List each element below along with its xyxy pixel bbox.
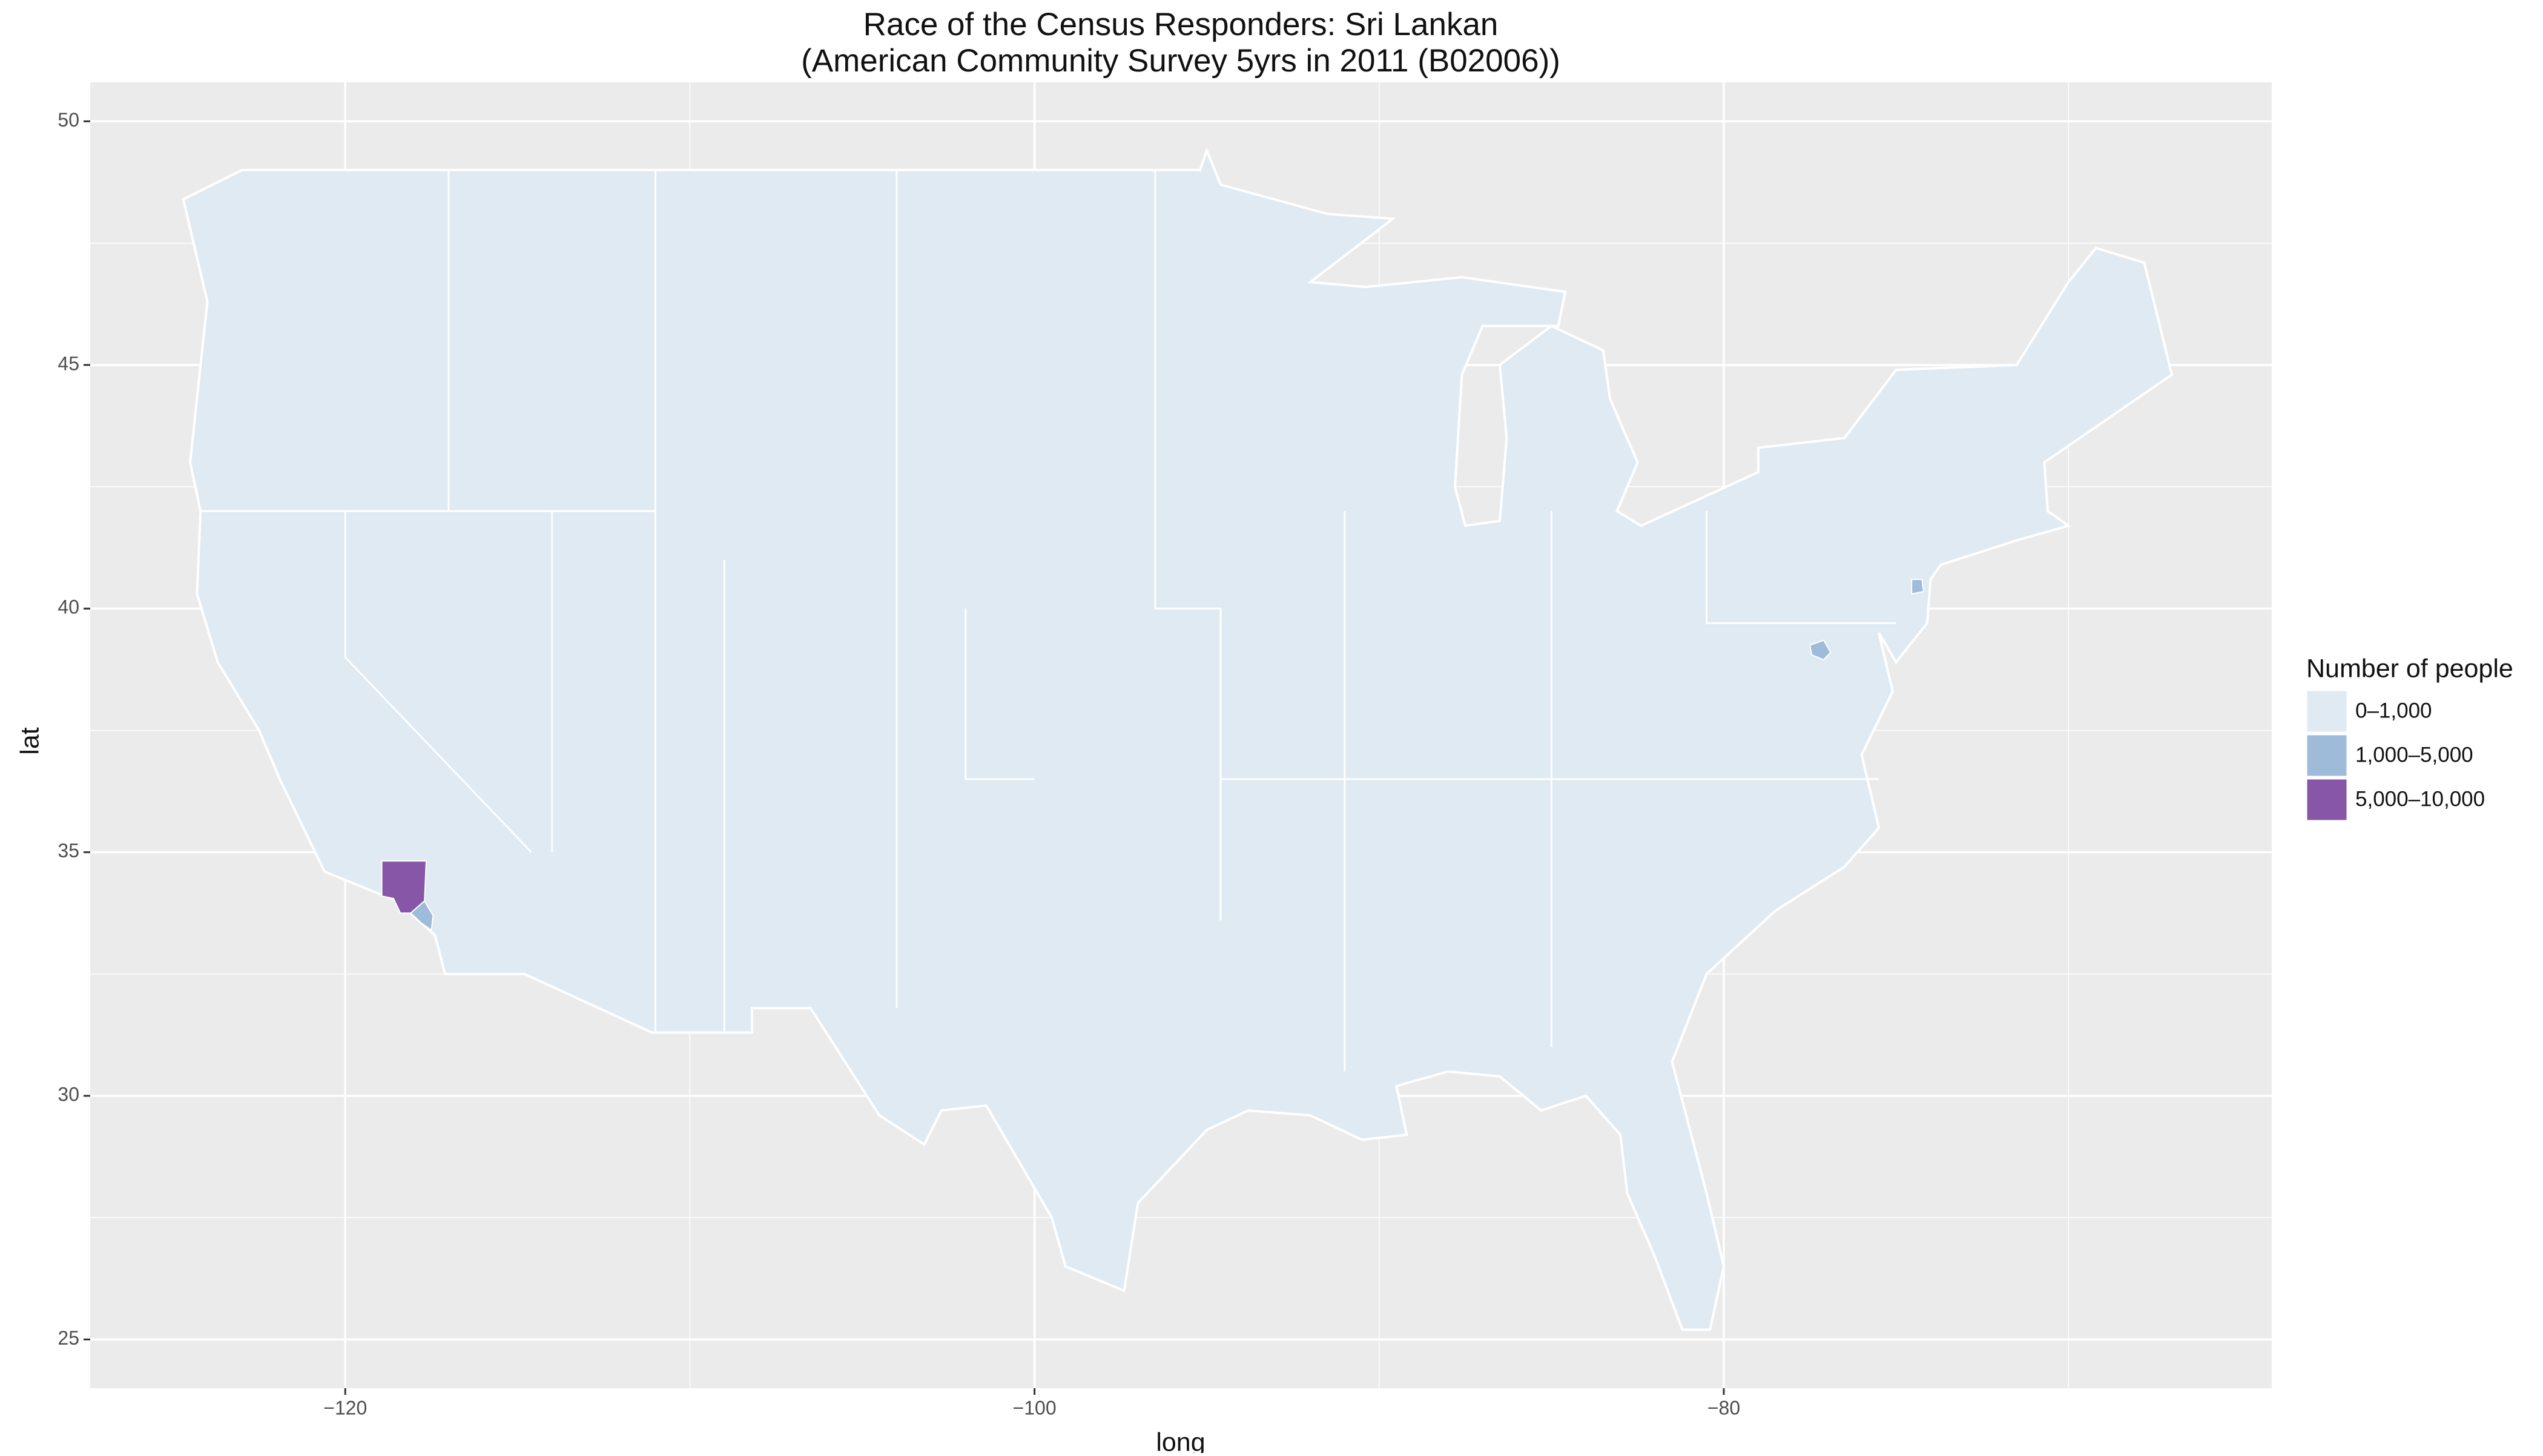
state-border [1706, 511, 1896, 624]
legend-swatch [2305, 689, 2349, 734]
legend-label: 5,000–10,000 [2355, 787, 2485, 811]
county-region [1809, 639, 1832, 660]
x-tick-label: −100 [1013, 1397, 1057, 1418]
legend-label: 1,000–5,000 [2355, 743, 2473, 766]
legend-swatch [2305, 777, 2349, 822]
country-shape [182, 147, 2174, 1331]
county-region [1911, 578, 1925, 595]
x-axis-title: long [1156, 1428, 1205, 1453]
state-border [965, 608, 1035, 780]
county-region [381, 860, 427, 914]
chart-subtitle: (American Community Survey 5yrs in 2011 … [801, 43, 1560, 79]
state-border [344, 511, 532, 853]
y-axis-title: lat [15, 727, 44, 754]
y-tick-label: 50 [58, 109, 79, 131]
legend-label: 0–1,000 [2355, 699, 2432, 722]
y-tick-label: 40 [58, 596, 79, 618]
state-border [1154, 170, 1222, 921]
legend-swatch [2305, 733, 2349, 778]
y-tick-label: 45 [58, 352, 79, 374]
y-tick-label: 35 [58, 840, 79, 861]
y-tick-label: 30 [58, 1084, 79, 1105]
chart-title: Race of the Census Responders: Sri Lanka… [863, 7, 1499, 42]
y-tick-label: 25 [58, 1327, 79, 1349]
county-region [409, 900, 434, 932]
x-tick-label: −120 [323, 1397, 367, 1418]
x-tick-label: −80 [1707, 1397, 1740, 1418]
legend-title: Number of people [2306, 654, 2513, 683]
